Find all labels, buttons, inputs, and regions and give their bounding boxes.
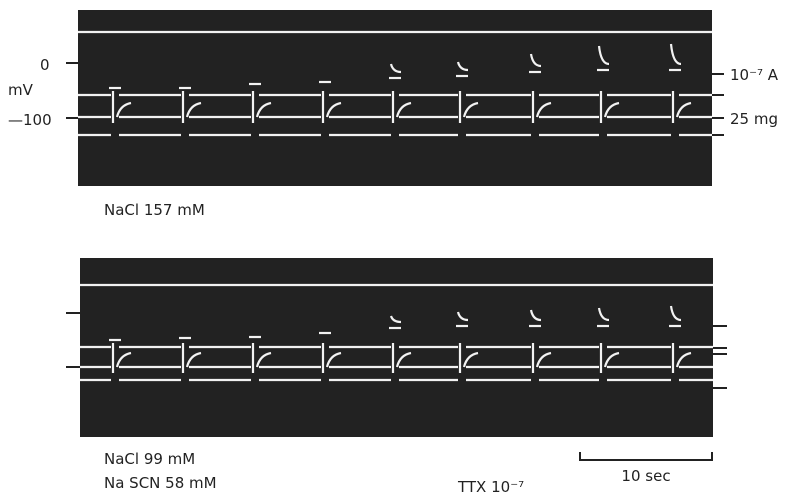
y-label-minus100: —100: [8, 111, 52, 129]
caption-bottom-line-2: Na SCN 58 mM: [104, 474, 217, 492]
stimulus-artifact: [111, 343, 132, 373]
time-scale-bar: [579, 452, 713, 461]
stimulus-artifact: [321, 91, 342, 123]
caption-top: NaCl 157 mM: [104, 201, 205, 219]
stimulus-artifact: [251, 91, 272, 123]
stimulus-artifact: [531, 91, 552, 123]
response-spike: [669, 305, 682, 322]
stimulus-artifact: [111, 91, 132, 123]
y-unit: mV: [8, 81, 34, 99]
stimulus-artifact: [321, 343, 342, 373]
stimulus-artifact: [181, 343, 202, 373]
stimulus-artifact: [599, 343, 620, 373]
stimulus-artifact: [458, 343, 479, 373]
caption-bottom-line-1: NaCl 99 mM: [104, 450, 195, 468]
stimulus-artifact: [251, 343, 272, 373]
stimulus-artifact: [531, 343, 552, 373]
current-scale-label: 10⁻⁷ A: [730, 66, 779, 84]
stimulus-artifact: [391, 91, 412, 123]
response-spike: [529, 309, 542, 322]
response-spike: [456, 61, 469, 72]
stimulus-artifact: [458, 91, 479, 123]
time-scale-label: 10 sec: [621, 467, 670, 485]
response-spike: [456, 311, 469, 322]
response-spike: [597, 307, 610, 322]
stimulus-artifact: [671, 343, 692, 373]
trace-panel-top: [78, 10, 712, 186]
force-scale-label: 25 mg: [730, 110, 778, 128]
drug-label: TTX 10⁻⁷: [457, 478, 524, 494]
y-label-zero: 0: [40, 56, 50, 74]
response-spike: [389, 315, 402, 324]
response-spike: [669, 43, 682, 66]
response-spike: [597, 45, 610, 66]
response-spike: [389, 63, 402, 74]
stimulus-artifact: [671, 91, 692, 123]
response-spike: [529, 53, 542, 68]
stimulus-artifact: [599, 91, 620, 123]
stimulus-artifact: [391, 343, 412, 373]
stimulus-artifact: [181, 91, 202, 123]
